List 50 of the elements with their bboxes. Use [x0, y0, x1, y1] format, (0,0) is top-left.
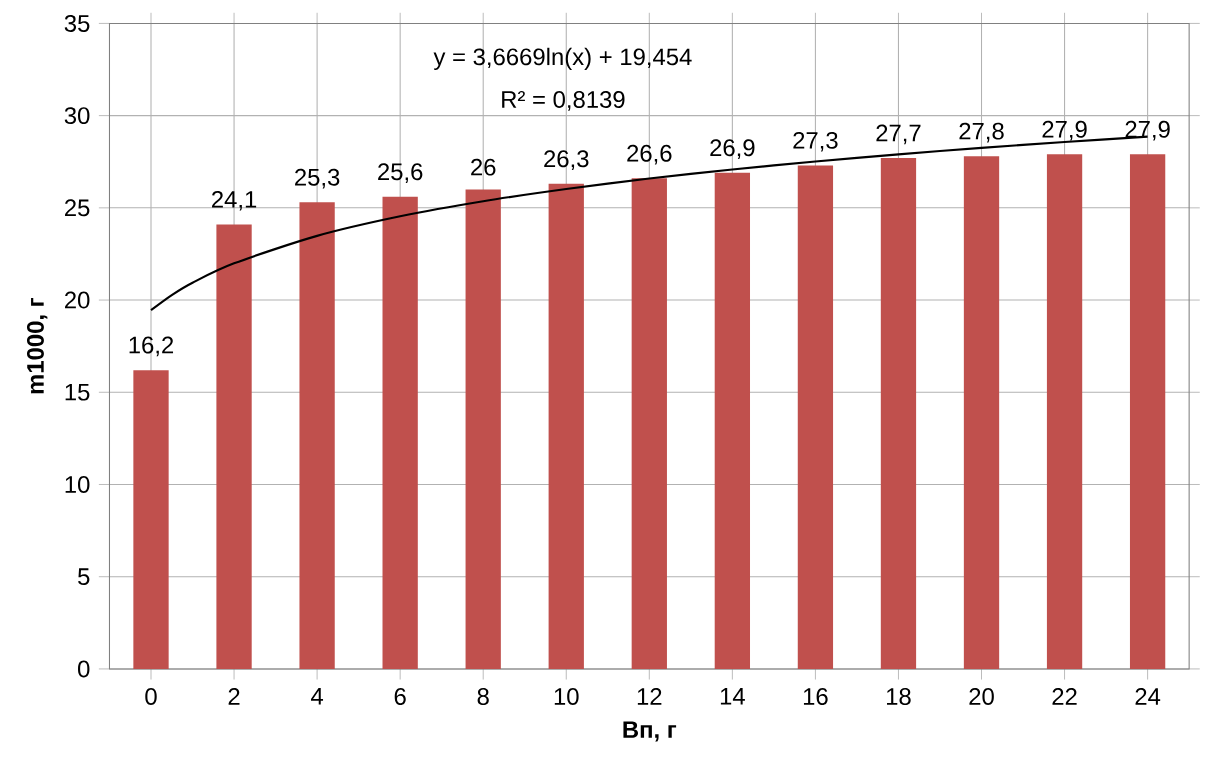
y-tick-label: 25 [65, 199, 90, 217]
x-tick-label: 8 [477, 687, 489, 705]
x-tick-label: 2 [228, 687, 240, 705]
data-label: 27,8 [959, 122, 1004, 143]
y-tick-label: 30 [64, 107, 90, 125]
x-tick-label: 18 [887, 687, 911, 705]
y-tick-label: 0 [78, 660, 90, 678]
bar [631, 178, 667, 669]
y-tick-label: 5 [78, 568, 90, 586]
x-tick-label: 0 [145, 687, 157, 705]
x-tick-label: 20 [969, 687, 994, 705]
y-tick-label: 20 [65, 291, 90, 309]
x-tick-label: 22 [1052, 687, 1077, 705]
bar [465, 189, 501, 669]
bar [963, 156, 1000, 669]
data-label: 27,3 [793, 131, 838, 152]
annotation: R² = 0,8139 [502, 90, 625, 111]
data-label: 24,1 [212, 190, 257, 211]
data-label: 27,9 [1042, 120, 1087, 141]
x-tick-label: 16 [803, 687, 828, 705]
y-axis-title: m1000, г [26, 298, 48, 394]
bar [880, 158, 917, 669]
y-tick-label: 15 [65, 383, 90, 401]
data-label: 26,3 [544, 150, 589, 171]
y-tick-label: 10 [65, 475, 90, 493]
bar [216, 224, 252, 669]
bar [548, 183, 584, 669]
data-label: 26,6 [627, 144, 672, 165]
annotation: y = 3,6669ln(x) + 19,454 [433, 47, 692, 70]
data-label: 25,3 [295, 168, 340, 189]
bar [1046, 154, 1083, 669]
bar [299, 202, 335, 669]
data-label: 27,7 [876, 124, 921, 145]
bar [133, 370, 169, 669]
bar [714, 172, 751, 669]
x-tick-label: 24 [1135, 687, 1161, 705]
x-axis-title: Вп, г [623, 721, 677, 742]
data-label: 26,9 [710, 139, 755, 159]
x-tick-label: 4 [311, 688, 324, 705]
x-tick-label: 6 [394, 687, 406, 705]
x-tick-label: 10 [554, 687, 579, 705]
data-label: 16,2 [129, 336, 174, 357]
bar [797, 165, 834, 669]
x-tick-label: 12 [637, 687, 662, 705]
bar [1129, 154, 1166, 669]
y-tick-label: 35 [64, 14, 90, 32]
bar [382, 196, 418, 669]
data-label: 26 [471, 158, 496, 176]
data-label: 25,6 [378, 163, 423, 183]
x-tick-label: 14 [720, 688, 745, 705]
